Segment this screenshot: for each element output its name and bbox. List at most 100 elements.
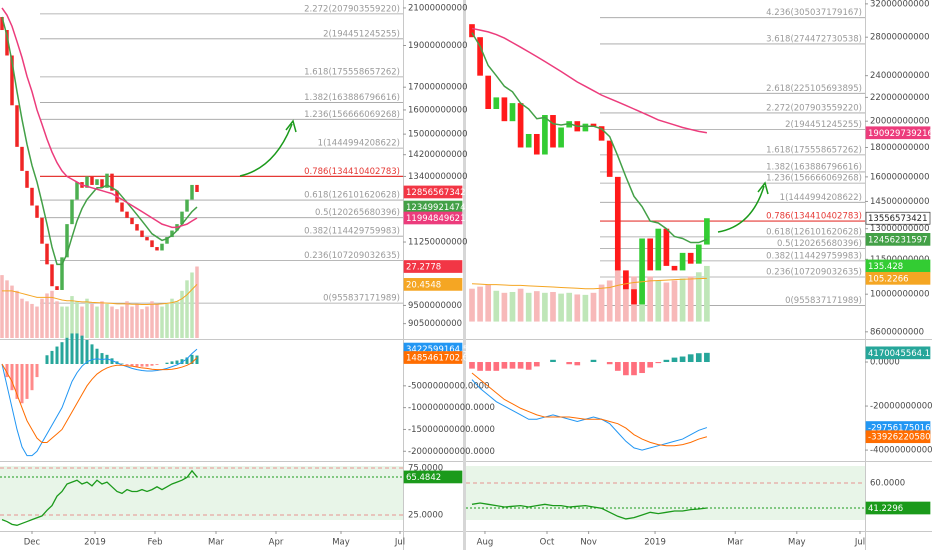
volume-bar <box>606 280 613 322</box>
plot-area: 2.272(207903559220) 2(194451245255) 1.618(… <box>0 4 403 526</box>
volume-bar <box>90 303 94 338</box>
candle <box>45 243 49 265</box>
macd-histogram-bar <box>695 353 702 363</box>
volume-bar <box>75 301 79 338</box>
moving-average-line <box>471 27 708 134</box>
macd-histogram-bar <box>135 364 139 367</box>
y-tick-label: 13400000000 <box>408 172 468 182</box>
candle <box>509 103 516 122</box>
candle <box>550 115 556 148</box>
candle <box>160 243 164 251</box>
volume-bar <box>550 291 556 322</box>
candle <box>120 202 124 212</box>
macd-histogram-bar <box>155 364 159 365</box>
volume-bar <box>55 301 59 338</box>
x-tick-label: Nov <box>580 538 597 548</box>
volume-bar <box>679 278 686 322</box>
volume-bar <box>125 301 129 338</box>
volume-bar <box>140 309 144 338</box>
candle <box>533 133 540 155</box>
price-tag <box>865 271 931 285</box>
candle <box>40 217 44 244</box>
moving-average-line <box>471 32 708 244</box>
volume-bar <box>105 303 109 338</box>
macd-line <box>471 379 708 451</box>
y-tick-label: 15000000000 <box>408 130 468 140</box>
macd-histogram-bar <box>590 359 597 363</box>
macd-histogram-bar <box>15 364 19 399</box>
fib-label: 0.382(114429759983) <box>304 227 400 237</box>
drawn-arrows <box>239 119 769 233</box>
x-tick-label: Aug <box>477 538 494 548</box>
volume-bar <box>80 306 84 338</box>
arrow-curve <box>239 123 293 177</box>
rsi-band <box>466 466 865 520</box>
macd-histogram-bar <box>663 359 670 363</box>
candle <box>671 265 678 271</box>
price-tag-label: 20.4548 <box>406 280 441 290</box>
volume-bar <box>469 288 475 322</box>
macd-histogram-bar <box>485 362 492 371</box>
volume-bar <box>175 301 179 338</box>
volume-bar <box>70 296 74 338</box>
price-tag <box>865 430 931 444</box>
macd-histogram-bar <box>30 364 34 391</box>
volume-bar <box>614 266 621 322</box>
y-tick-label: 13000000000 <box>870 224 930 234</box>
price-tag-label: 65.4842 <box>406 473 441 483</box>
candle <box>517 103 524 148</box>
macd-line <box>471 372 708 447</box>
macd-histogram-bar <box>566 362 573 365</box>
arrow-head <box>757 181 769 195</box>
candle <box>15 105 19 147</box>
price-tag <box>403 470 463 484</box>
volume-bar <box>130 306 134 338</box>
volume-bar <box>574 294 581 322</box>
volume-bar <box>655 280 662 322</box>
price-tag-label: 4170045564.1794 <box>868 349 932 359</box>
volume-bar <box>623 272 629 322</box>
x-tick-label: 2019 <box>644 538 666 548</box>
candle <box>145 237 149 241</box>
fib-label: 0(955837171989) <box>785 296 862 306</box>
volume-bar <box>30 303 34 338</box>
price-tag-label: 128565673421 <box>406 188 471 198</box>
macd-histogram-bar <box>606 362 613 365</box>
volume-bar <box>195 266 199 338</box>
candle <box>185 199 189 212</box>
candle <box>687 252 694 264</box>
volume-bar <box>100 301 104 338</box>
price-tag <box>865 346 931 360</box>
candle <box>0 16 4 31</box>
macd-histogram-bar <box>639 362 645 374</box>
volume-bar <box>115 309 119 338</box>
fib-label: 0.786(134410402783) <box>766 212 862 222</box>
candle <box>140 230 144 238</box>
macd-histogram-bar <box>704 352 710 363</box>
candle <box>30 187 34 206</box>
price-tag-label: 13556573421 <box>868 214 928 224</box>
candle <box>647 238 654 271</box>
fib-label: 0.5(120265680396) <box>777 239 862 249</box>
volume-bar <box>60 306 64 338</box>
volume-bar <box>25 301 29 338</box>
candle <box>130 217 134 225</box>
price-tag <box>865 211 931 225</box>
x-tick-label: Oct <box>540 538 555 548</box>
macd-histogram-bar <box>75 333 79 364</box>
price-tag <box>865 259 931 273</box>
fib-label: 0.618(126101620628) <box>304 191 400 201</box>
volume-bar <box>704 265 710 322</box>
x-tick-label: 2019 <box>84 538 106 548</box>
candle <box>50 264 54 287</box>
price-tag-label: 119948496214 <box>406 214 471 224</box>
volume-bar <box>85 298 89 338</box>
fib-label: 0.618(126101620628) <box>766 227 862 237</box>
rsi-band <box>0 466 403 520</box>
rsi-tick-label: 75.0000 <box>408 464 443 474</box>
candle <box>70 199 74 225</box>
price-tag <box>403 351 463 364</box>
macd-histogram-bar <box>574 362 581 366</box>
arrow-head <box>285 119 297 133</box>
macd-histogram-bar <box>95 348 99 364</box>
